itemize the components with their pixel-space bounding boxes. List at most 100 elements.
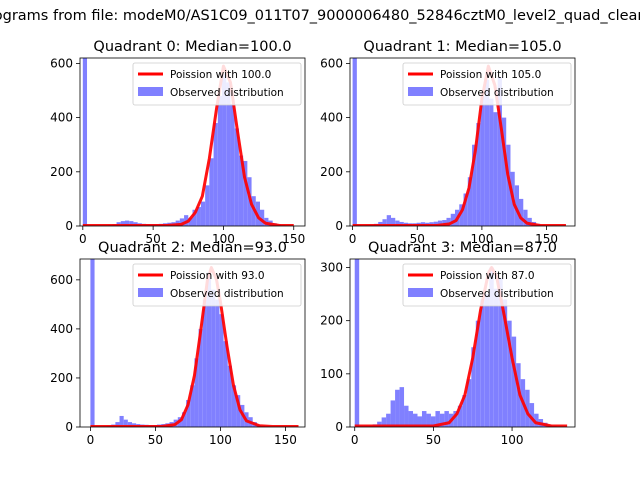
- histogram-bar: [435, 411, 440, 427]
- histogram-bar: [190, 385, 195, 427]
- plot-frame: [79, 57, 306, 227]
- histogram-bar: [377, 421, 382, 427]
- histogram-bar: [119, 415, 124, 427]
- x-tick-label: 100: [470, 232, 493, 246]
- histogram-bar: [489, 267, 494, 427]
- histogram-bar: [471, 347, 476, 427]
- histogram-bar: [437, 220, 443, 226]
- panel-title: Quadrant 2: Median=93.0: [98, 240, 287, 256]
- plot-frame: [349, 258, 576, 428]
- histogram-bar: [226, 82, 231, 226]
- histogram-bar: [381, 417, 387, 427]
- histogram-bar: [493, 288, 499, 427]
- histogram-bar: [463, 193, 468, 226]
- histogram-bar: [399, 387, 405, 427]
- legend: Poission with 93.0 Observed distribution: [132, 263, 302, 307]
- histogram-bar: [426, 413, 431, 427]
- panel-quadrant-0: 0 50 100 150 0 200 400 600 Quadrant 0: Median=10…: [50, 39, 306, 246]
- histogram-bar: [236, 395, 241, 427]
- histogram-bar: [529, 403, 535, 427]
- y-tick-label: 600: [320, 56, 343, 70]
- histogram-bar: [243, 160, 248, 226]
- histogram-bar: [90, 259, 95, 427]
- x-tick-label: 100: [212, 232, 235, 246]
- histogram-bar: [223, 341, 228, 427]
- legend-hist-label: Observed distribution: [170, 87, 284, 99]
- x-tick-label: 50: [410, 232, 425, 246]
- histogram-bar: [352, 58, 357, 226]
- histogram-bar: [123, 419, 128, 427]
- histogram-bar: [502, 299, 508, 427]
- y-tick-label: 300: [320, 261, 343, 275]
- histogram-bar: [519, 198, 524, 226]
- legend-box: [402, 263, 572, 307]
- histogram-bar: [354, 259, 360, 427]
- histogram-bar: [450, 213, 455, 226]
- histogram-bar: [234, 128, 239, 226]
- histogram-bar: [457, 405, 463, 427]
- histogram-bar: [209, 158, 214, 226]
- histogram-bar: [395, 389, 400, 427]
- histogram-bar: [439, 413, 445, 427]
- histogram-bars: [90, 259, 270, 427]
- histogram-bar: [501, 117, 507, 226]
- plot-frame: [349, 57, 576, 227]
- legend-box: [402, 62, 572, 106]
- histogram-bar: [115, 422, 120, 427]
- y-tick-label: 0: [335, 219, 343, 233]
- histogram-bar: [497, 76, 502, 226]
- plot-frame: [79, 258, 306, 428]
- histogram-bar: [408, 411, 414, 427]
- histogram-bar: [511, 336, 517, 427]
- histogram-bar: [523, 209, 528, 226]
- histogram-bar: [200, 201, 206, 226]
- legend-fit-label: Poission with 87.0: [440, 270, 535, 282]
- y-tick-label: 0: [65, 219, 73, 233]
- legend-hist-label: Observed distribution: [440, 87, 554, 99]
- x-tick-label: 150: [274, 433, 297, 447]
- x-tick-label: 50: [426, 433, 441, 447]
- y-tick-label: 200: [320, 314, 343, 328]
- histogram-bar: [506, 144, 511, 226]
- histogram-bar: [390, 217, 396, 226]
- histogram-bar: [444, 411, 449, 427]
- histogram-bar: [507, 320, 512, 427]
- histogram-bar: [421, 411, 427, 427]
- y-tick-label: 400: [50, 111, 73, 125]
- y-tick-label: 200: [50, 165, 73, 179]
- histogram-bar: [484, 79, 490, 226]
- legend-fit-label: Poission with 100.0: [170, 69, 271, 81]
- histogram-bar: [489, 98, 494, 226]
- panel-quadrant-1: 0 50 100 150 0 200 400 600 Quadrant 1: Median=10…: [320, 39, 576, 246]
- histogram-bar: [466, 379, 472, 427]
- histogram-bar: [125, 220, 130, 226]
- histogram-bar: [238, 155, 244, 226]
- histogram-bar: [188, 217, 193, 226]
- legend-hist-label: Observed distribution: [170, 288, 284, 300]
- x-tick-label: 0: [349, 232, 357, 246]
- histogram-bar: [192, 209, 197, 226]
- y-tick-label: 0: [65, 420, 73, 434]
- histogram-bar: [230, 104, 235, 226]
- histogram-bar: [467, 177, 473, 226]
- panel-quadrant-3: 0 50 100 0 100 200 300 Quadrant 3: Median=87.0 P…: [320, 240, 576, 447]
- legend: Poission with 100.0 Observed distribution: [132, 62, 302, 106]
- panel-quadrant-2: 0 50 100 150 0 200 400 600 Quadrant 2: Median=93…: [50, 240, 306, 447]
- histogram-bar: [459, 204, 464, 226]
- histogram-bar: [213, 123, 218, 226]
- legend-box: [132, 62, 302, 106]
- panel-title: Quadrant 3: Median=87.0: [368, 240, 557, 256]
- histogram-bar: [219, 314, 224, 427]
- histogram-bar: [493, 112, 498, 226]
- x-tick-label: 0: [351, 433, 359, 447]
- histogram-bar: [446, 217, 451, 226]
- histogram-bar: [211, 289, 216, 427]
- histogram-bar: [194, 358, 199, 427]
- histogram-bar: [404, 405, 409, 427]
- histogram-bar: [433, 221, 438, 226]
- histogram-bar: [217, 95, 223, 226]
- legend-box: [132, 263, 302, 307]
- histogram-bar: [484, 294, 490, 427]
- legend-hist-swatch: [408, 87, 433, 96]
- histogram-bar: [472, 144, 477, 226]
